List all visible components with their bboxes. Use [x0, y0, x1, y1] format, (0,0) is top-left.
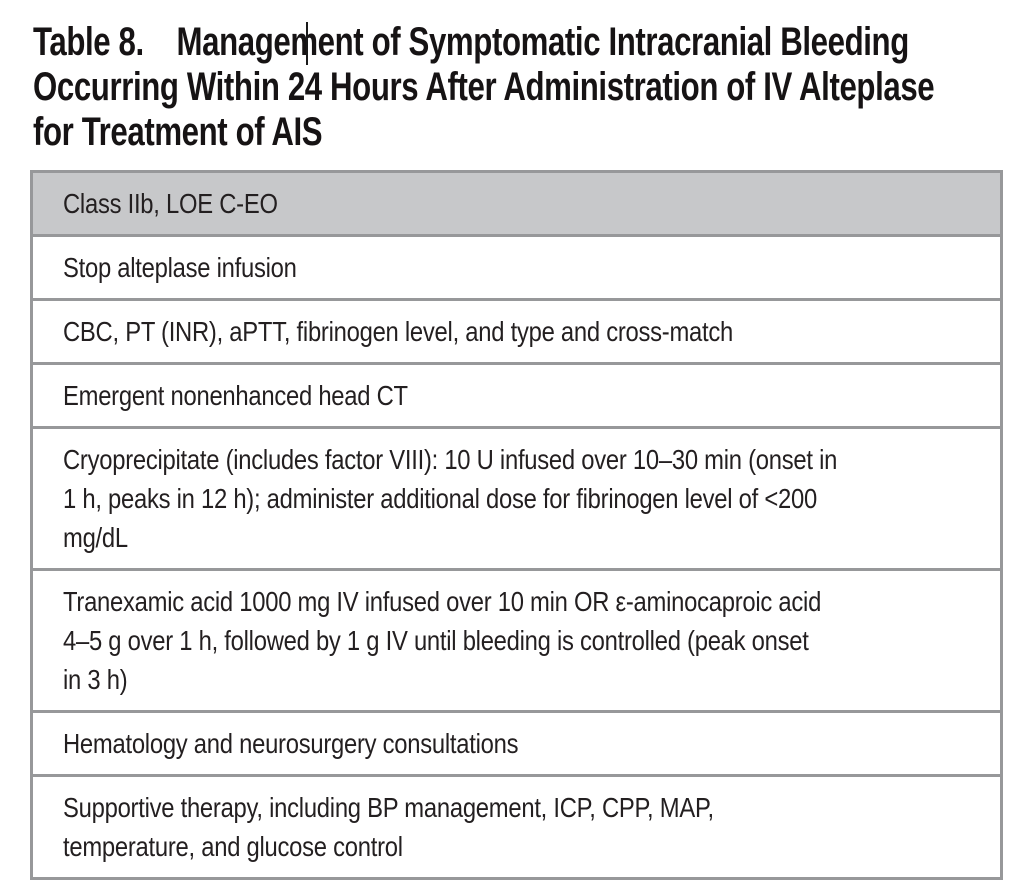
table-row: Cryoprecipitate (includes factor VIII): …: [33, 426, 1000, 568]
row-text: Tranexamic acid 1000 mg IV infused over …: [63, 586, 822, 695]
table-title-text: Management of Symptomatic Intracranial B…: [33, 20, 935, 154]
row-text: Stop alteplase infusion: [63, 252, 297, 283]
table-row: Emergent nonenhanced head CT: [33, 362, 1000, 426]
row-text: Emergent nonenhanced head CT: [63, 380, 408, 411]
management-table: Class IIb, LOE C-EO Stop alteplase infus…: [30, 170, 1003, 880]
table-row: Tranexamic acid 1000 mg IV infused over …: [33, 568, 1000, 710]
table-row: CBC, PT (INR), aPTT, fibrinogen level, a…: [33, 298, 1000, 362]
table-row: Supportive therapy, including BP managem…: [33, 774, 1000, 877]
table-header-row: Class IIb, LOE C-EO: [33, 173, 1000, 234]
row-text: CBC, PT (INR), aPTT, fibrinogen level, a…: [63, 316, 733, 347]
text-caret: [306, 22, 308, 65]
row-text: Cryoprecipitate (includes factor VIII): …: [63, 444, 838, 553]
row-text: Hematology and neurosurgery consultation…: [63, 728, 519, 759]
row-text: Supportive therapy, including BP managem…: [63, 792, 714, 862]
table-row: Hematology and neurosurgery consultation…: [33, 710, 1000, 774]
table-row: Stop alteplase infusion: [33, 234, 1000, 298]
table-number-label: Table 8.: [33, 20, 144, 64]
class-loe-label: Class IIb, LOE C-EO: [63, 188, 278, 219]
table-title: Table 8. Management of Symptomatic Intrac…: [33, 20, 1016, 155]
